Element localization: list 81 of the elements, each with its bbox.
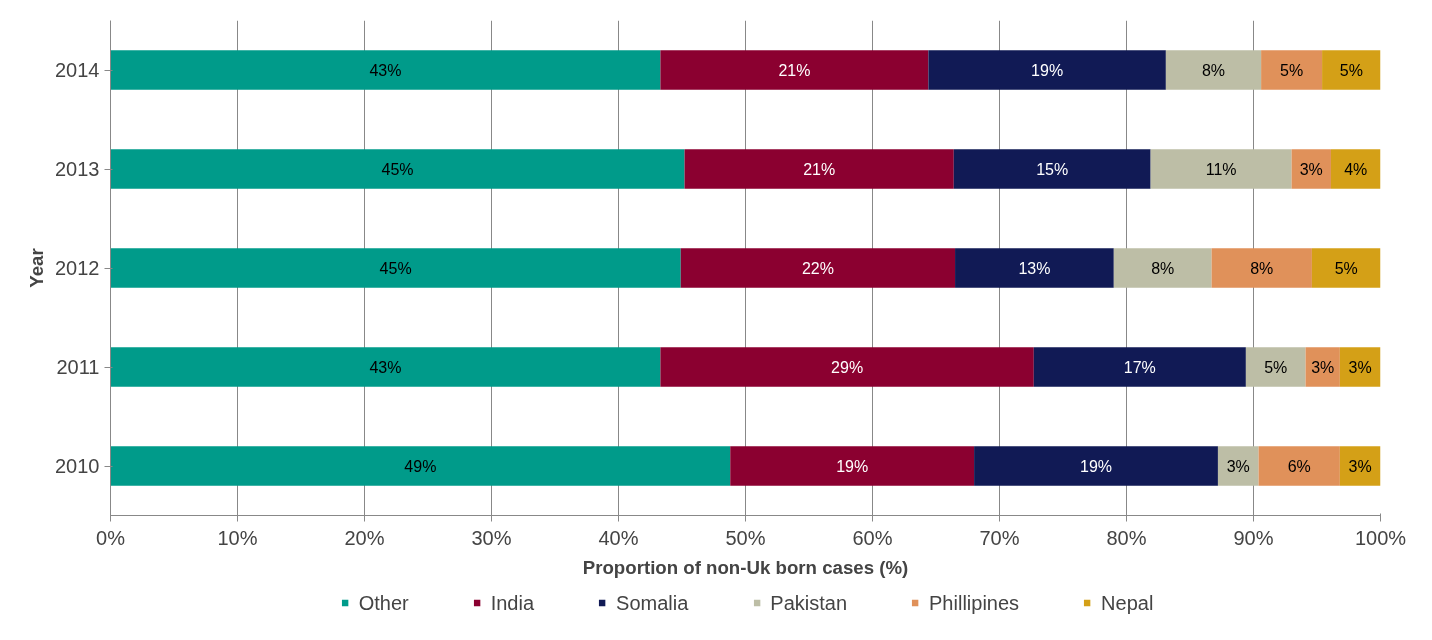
bar xyxy=(1113,248,1212,288)
bar xyxy=(1165,50,1262,90)
bar xyxy=(1245,347,1306,387)
legend-label: Nepal xyxy=(1101,591,1154,614)
x-tick-label: 80% xyxy=(1106,526,1147,549)
bar xyxy=(1150,149,1292,189)
data-label: 4% xyxy=(1344,160,1368,178)
bar xyxy=(1211,248,1312,288)
y-tick-label: 2013 xyxy=(55,158,100,180)
legend-label: Phillipines xyxy=(929,591,1020,614)
y-tick-label: 2010 xyxy=(55,455,100,477)
x-tick-label: 100% xyxy=(1354,526,1407,549)
data-label: 13% xyxy=(1018,259,1051,277)
data-label: 3% xyxy=(1226,457,1250,475)
data-label: 22% xyxy=(801,259,834,277)
bar xyxy=(1291,149,1331,189)
bar xyxy=(680,248,956,288)
data-label: 43% xyxy=(369,61,402,79)
x-tick-label: 60% xyxy=(852,526,893,549)
data-label: 29% xyxy=(831,358,864,376)
data-label: 8% xyxy=(1151,259,1175,277)
data-label: 15% xyxy=(1036,160,1069,178)
data-label: 8% xyxy=(1250,259,1274,277)
bar xyxy=(953,149,1151,189)
bar xyxy=(110,347,661,387)
data-label: 19% xyxy=(836,457,869,475)
y-axis-title: Year xyxy=(26,248,48,288)
bar xyxy=(1258,446,1340,486)
data-label: 8% xyxy=(1201,61,1226,79)
data-label: 17% xyxy=(1123,358,1156,376)
y-tick-label: 2011 xyxy=(56,356,100,378)
data-label: 21% xyxy=(803,160,836,178)
data-label: 5% xyxy=(1264,358,1288,376)
bar xyxy=(684,149,954,189)
y-tick-label: 2012 xyxy=(55,257,100,279)
bar xyxy=(1311,248,1381,288)
x-tick-label: 40% xyxy=(598,526,639,549)
bar xyxy=(660,347,1034,387)
x-tick-label: 0% xyxy=(96,526,126,549)
bar xyxy=(110,149,685,189)
data-label: 19% xyxy=(1031,61,1064,79)
x-tick-label: 30% xyxy=(471,526,512,549)
bar xyxy=(1217,446,1259,486)
x-tick-label: 90% xyxy=(1233,526,1274,549)
data-label: 49% xyxy=(404,457,437,475)
x-tick-label: 50% xyxy=(725,526,766,549)
data-label: 3% xyxy=(1299,160,1323,178)
data-label: 3% xyxy=(1311,358,1335,376)
data-label: 3% xyxy=(1348,358,1372,376)
data-label: 21% xyxy=(778,61,811,79)
data-label: 5% xyxy=(1280,61,1304,79)
legend-label: Somalia xyxy=(616,591,689,614)
bar xyxy=(110,446,731,486)
bar xyxy=(1261,50,1323,90)
bar xyxy=(110,50,661,90)
bar xyxy=(1033,347,1246,387)
bar xyxy=(955,248,1114,288)
bar xyxy=(110,248,681,288)
bar xyxy=(1330,149,1381,189)
legend-label: Pakistan xyxy=(770,591,848,614)
x-tick-label: 10% xyxy=(217,526,258,549)
data-label: 43% xyxy=(369,358,402,376)
bar xyxy=(730,446,975,486)
bar xyxy=(928,50,1166,90)
data-label: 45% xyxy=(379,259,412,277)
legend-label: Other xyxy=(358,591,409,614)
data-label: 5% xyxy=(1334,259,1358,277)
data-label: 5% xyxy=(1339,61,1363,79)
legend-label: India xyxy=(490,591,535,614)
bar xyxy=(660,50,929,90)
data-label: 11% xyxy=(1205,160,1237,178)
x-tick-label: 20% xyxy=(344,526,385,549)
bar xyxy=(1322,50,1381,90)
x-tick-label: 70% xyxy=(979,526,1020,549)
y-tick-label: 2014 xyxy=(55,59,100,81)
x-axis-title: Proportion of non-Uk born cases (%) xyxy=(582,556,909,578)
data-label: 3% xyxy=(1348,457,1372,475)
data-label: 45% xyxy=(381,160,414,178)
bar xyxy=(974,446,1218,486)
data-label: 19% xyxy=(1080,457,1113,475)
data-label: 6% xyxy=(1287,457,1311,475)
